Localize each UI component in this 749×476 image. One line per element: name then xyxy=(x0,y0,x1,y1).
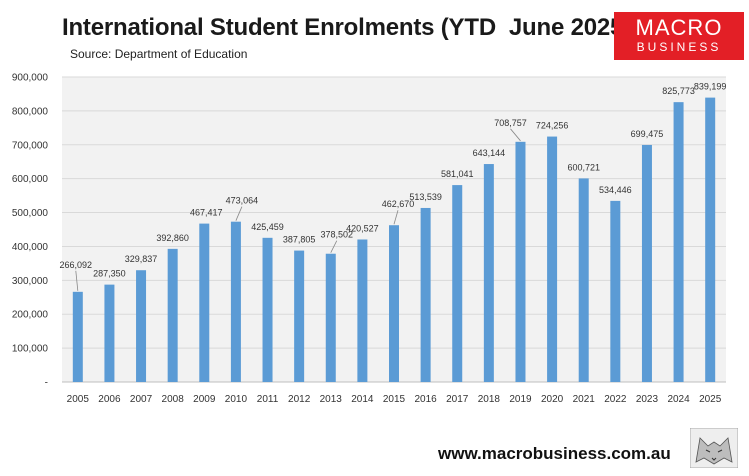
bar-2020 xyxy=(547,136,558,382)
bar-2024 xyxy=(673,102,684,382)
x-tick-label-2017: 2017 xyxy=(446,394,469,405)
data-label-2025: 839,199 xyxy=(694,82,727,92)
data-label-2007: 329,837 xyxy=(125,254,158,264)
leader-lines xyxy=(75,128,521,291)
bar-2015 xyxy=(389,225,399,382)
y-tick-label: 500,000 xyxy=(12,208,49,219)
x-axis-labels: 2005 2006 2007 2008 2009 2010 2011 2012 2013 2014… xyxy=(67,394,722,405)
data-label-2005: 266,092 xyxy=(60,260,93,270)
leader-line-2013 xyxy=(330,240,338,253)
data-label-2014: 420,527 xyxy=(346,223,379,233)
bar-2013 xyxy=(325,253,336,382)
x-tick-label-2008: 2008 xyxy=(162,394,185,405)
data-label-2024: 825,773 xyxy=(662,86,695,96)
data-label-2008: 392,860 xyxy=(156,233,189,243)
footer-url[interactable]: www.macrobusiness.com.au xyxy=(438,444,671,463)
x-tick-label-2005: 2005 xyxy=(67,394,90,405)
data-label-2022: 534,446 xyxy=(599,185,632,195)
x-tick-label-2024: 2024 xyxy=(667,394,690,405)
bar-2023 xyxy=(641,144,652,382)
bar-2025 xyxy=(705,97,716,382)
data-label-2012: 387,805 xyxy=(283,235,316,245)
y-tick-label: 600,000 xyxy=(12,174,49,185)
bar-2014 xyxy=(357,239,368,382)
x-tick-label-2016: 2016 xyxy=(414,394,437,405)
bar-2009 xyxy=(199,223,210,382)
data-label-2016: 513,539 xyxy=(409,192,442,202)
leader-line-2019 xyxy=(510,128,521,142)
data-label-2011: 425,459 xyxy=(251,222,284,232)
logo-line2: BUSINESS xyxy=(636,40,722,54)
x-tick-label-2010: 2010 xyxy=(225,394,248,405)
x-tick-label-2015: 2015 xyxy=(383,394,406,405)
bar-2016 xyxy=(420,207,431,382)
logo-line1: MACRO xyxy=(635,15,723,40)
data-label-2013: 378,502 xyxy=(320,230,353,240)
y-axis-ticks: - 100,000 200,000 300,000 400,000 500,000 600,… xyxy=(12,73,49,389)
data-label-2019: 708,757 xyxy=(494,118,527,128)
x-tick-label-2007: 2007 xyxy=(130,394,153,405)
bar-2021 xyxy=(578,178,589,382)
x-tick-label-2019: 2019 xyxy=(509,394,532,405)
data-label-2018: 643,144 xyxy=(473,148,506,158)
x-tick-label-2022: 2022 xyxy=(604,394,627,405)
leader-line-2010 xyxy=(235,206,243,221)
bar-2008 xyxy=(167,248,178,382)
x-tick-label-2014: 2014 xyxy=(351,394,374,405)
y-tick-label: - xyxy=(45,378,48,389)
y-tick-label: 900,000 xyxy=(12,73,49,84)
data-label-2006: 287,350 xyxy=(93,269,126,279)
data-label-2017: 581,041 xyxy=(441,169,474,179)
x-tick-label-2025: 2025 xyxy=(699,394,722,405)
y-tick-label: 400,000 xyxy=(12,242,49,253)
bar-2005 xyxy=(72,291,83,382)
y-tick-label: 100,000 xyxy=(12,344,49,355)
bar-2018 xyxy=(483,164,494,382)
x-tick-label-2011: 2011 xyxy=(257,394,279,405)
data-label-2015: 462,670 xyxy=(382,199,415,209)
bar-2022 xyxy=(610,200,621,382)
data-label-2023: 699,475 xyxy=(631,129,664,139)
x-tick-label-2018: 2018 xyxy=(478,394,501,405)
x-tick-label-2013: 2013 xyxy=(320,394,343,405)
x-tick-label-2021: 2021 xyxy=(573,394,596,405)
macrobusiness-logo: MACRO BUSINESS xyxy=(614,12,744,60)
bar-2012 xyxy=(294,250,305,382)
bar-2010 xyxy=(230,221,241,382)
data-label-2009: 467,417 xyxy=(190,208,223,218)
bar-2006 xyxy=(104,284,115,382)
chart-source: Source: Department of Education xyxy=(70,47,248,61)
leader-line-2015 xyxy=(393,210,399,225)
y-tick-label: 200,000 xyxy=(12,310,49,321)
data-label-2021: 600,721 xyxy=(567,162,600,172)
x-tick-label-2020: 2020 xyxy=(541,394,564,405)
leader-line-2005 xyxy=(75,270,79,291)
data-label-2010: 473,064 xyxy=(226,196,259,206)
x-tick-label-2009: 2009 xyxy=(193,394,216,405)
y-tick-label: 300,000 xyxy=(12,276,49,287)
x-tick-label-2012: 2012 xyxy=(288,394,311,405)
x-tick-label-2023: 2023 xyxy=(636,394,659,405)
bar-2019 xyxy=(515,141,526,382)
y-tick-label: 700,000 xyxy=(12,140,49,151)
bar-2007 xyxy=(136,270,147,382)
x-tick-label-2006: 2006 xyxy=(98,394,121,405)
bar-2011 xyxy=(262,237,273,382)
bars xyxy=(72,97,716,382)
wolf-logo-icon xyxy=(690,428,738,468)
data-label-2020: 724,256 xyxy=(536,121,569,131)
bar-2017 xyxy=(452,185,463,382)
y-tick-label: 800,000 xyxy=(12,106,49,117)
